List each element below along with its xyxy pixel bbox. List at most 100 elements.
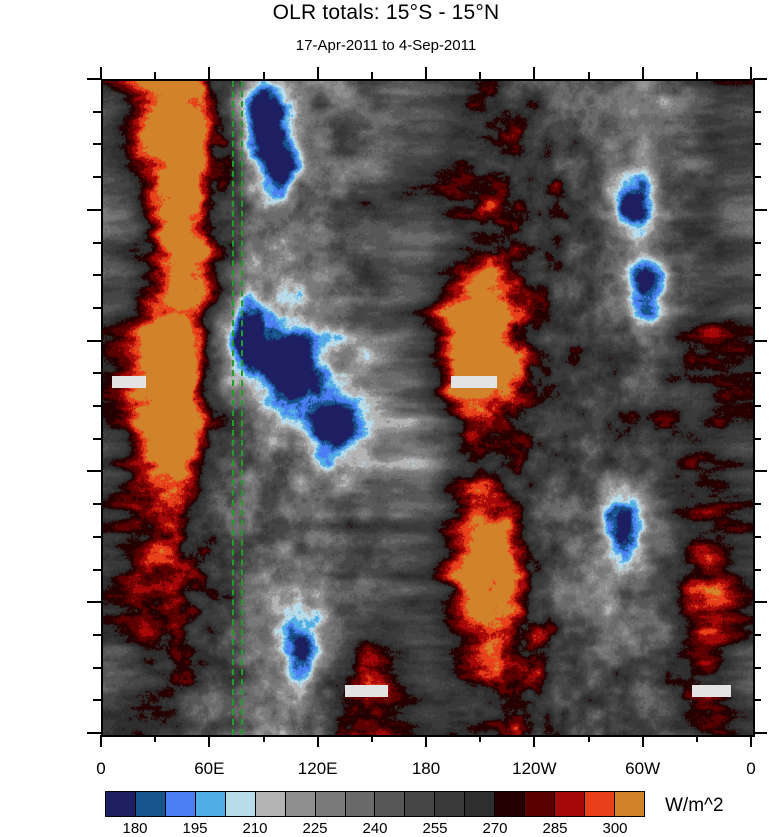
axis-tick: [753, 699, 761, 702]
colorbar-swatch: [285, 792, 316, 816]
colorbar-swatch: [614, 792, 644, 816]
axis-tick: [93, 405, 101, 407]
axis-tick: [262, 72, 265, 79]
axis-tick: [753, 470, 767, 473]
axis-tick: [316, 735, 319, 747]
colorbar-swatch: [555, 792, 585, 816]
axis-tick: [750, 67, 752, 79]
axis-tick: [93, 503, 101, 506]
axis-tick: [93, 176, 101, 179]
colorbar-swatch: [375, 792, 406, 816]
colorbar[interactable]: [105, 791, 645, 817]
axis-tick: [479, 735, 482, 742]
colorbar-swatch: [225, 792, 256, 816]
axis-tick: [93, 535, 101, 538]
colorbar-tick-label: 195: [182, 820, 208, 837]
axis-tick: [316, 67, 319, 79]
axis-tick: [753, 372, 761, 375]
axis-tick: [753, 633, 761, 636]
colorbar-swatch: [106, 792, 136, 816]
axis-tick: [533, 67, 536, 79]
colorbar-swatch: [465, 792, 496, 816]
axis-tick: [87, 601, 101, 604]
axis-tick: [533, 735, 536, 747]
axis-tick: [208, 735, 211, 747]
axis-tick: [425, 67, 427, 79]
axis-tick: [753, 78, 767, 80]
colorbar-tick-label: 210: [242, 820, 268, 837]
colorbar-swatch: [345, 792, 376, 816]
colorbar-swatch: [585, 792, 615, 816]
colorbar-swatch: [315, 792, 346, 816]
axis-tick: [695, 735, 698, 742]
page-subtitle: 17-Apr-2011 to 4-Sep-2011: [295, 37, 477, 54]
axis-tick: [479, 72, 482, 79]
axis-tick: [753, 666, 761, 669]
colorbar-swatch: [435, 792, 466, 816]
data-gap-bar: [451, 376, 497, 389]
axis-tick: [93, 306, 101, 309]
axis-tick: [753, 503, 761, 506]
axis-tick: [753, 732, 767, 734]
axis-tick: [87, 208, 101, 211]
axis-tick: [641, 67, 644, 79]
colorbar-swatch: [405, 792, 436, 816]
axis-tick: [100, 67, 102, 79]
x-axis-label: 180: [411, 759, 441, 778]
axis-tick: [154, 72, 157, 79]
axis-tick: [587, 72, 590, 79]
axis-tick: [695, 72, 698, 79]
colorbar-tick-label: 225: [302, 820, 328, 837]
x-axis-label: 60W: [625, 759, 661, 778]
axis-tick: [87, 732, 101, 734]
colorbar-swatch: [195, 792, 226, 816]
x-axis-label: 0: [96, 759, 106, 778]
axis-tick: [93, 110, 101, 113]
colorbar-tick-label: 255: [422, 820, 448, 837]
axis-tick: [93, 699, 101, 702]
hovmoller-plot-area[interactable]: [101, 79, 755, 737]
axis-tick: [753, 306, 761, 309]
axis-tick: [753, 176, 761, 179]
colorbar-swatch: [525, 792, 556, 816]
axis-tick: [370, 735, 373, 742]
colorbar-swatch: [165, 792, 196, 816]
axis-tick: [753, 535, 761, 538]
colorbar-tick-label: 285: [542, 820, 568, 837]
axis-tick: [753, 601, 767, 604]
x-axis-label: 0: [746, 759, 756, 778]
colorbar-tick-label: 240: [362, 820, 388, 837]
axis-tick: [753, 568, 761, 571]
data-gap-bar: [344, 684, 389, 697]
axis-tick: [100, 735, 102, 747]
data-gap-bar: [112, 376, 147, 389]
axis-tick: [753, 110, 761, 113]
colorbar-swatch: [495, 792, 526, 816]
x-axis-label: 120E: [297, 759, 338, 778]
axis-tick: [641, 735, 644, 747]
axis-tick: [87, 78, 101, 80]
data-gap-bar: [691, 684, 732, 697]
colorbar-swatch: [255, 792, 286, 816]
y-axis-labels: 17-Apr15-May12-Jun10-Jul7-Aug4-Sep: [0, 0, 88, 834]
colorbar-tick-label: 180: [122, 820, 148, 837]
x-axis-label: 60E: [194, 759, 225, 778]
axis-tick: [93, 568, 101, 571]
axis-tick: [753, 437, 761, 440]
axis-tick: [93, 666, 101, 669]
colorbar-unit-label: W/m^2: [665, 795, 724, 816]
colorbar-tick-label: 300: [602, 820, 628, 837]
colorbar-tick-label: 270: [482, 820, 508, 837]
axis-tick: [753, 274, 761, 277]
axis-tick: [93, 633, 101, 636]
axis-tick: [262, 735, 265, 742]
axis-tick: [753, 405, 761, 407]
axis-tick: [753, 208, 767, 211]
x-axis-label: 120W: [512, 759, 557, 778]
axis-tick: [753, 241, 761, 244]
green-dashed-line-west: [232, 81, 235, 735]
colorbar-swatch: [135, 792, 166, 816]
axis-tick: [753, 143, 761, 146]
axis-tick: [87, 339, 101, 342]
page-title: OLR totals: 15°S - 15°N: [272, 1, 500, 24]
